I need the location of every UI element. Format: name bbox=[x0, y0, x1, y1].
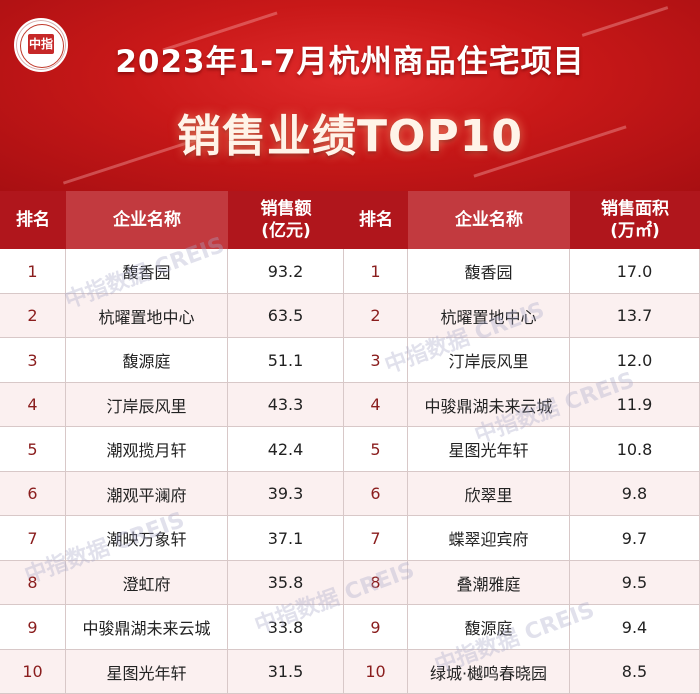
right-name-cell: 馥香园 bbox=[408, 249, 570, 293]
left-value-cell: 63.5 bbox=[228, 293, 344, 338]
china-index-academy-logo: 中指 bbox=[14, 18, 68, 72]
right-header-value-line2: (万㎡) bbox=[610, 221, 660, 241]
left-name-cell: 澄虹府 bbox=[66, 560, 228, 605]
left-name-cell: 潮观平澜府 bbox=[66, 471, 228, 516]
right-value-cell: 11.9 bbox=[570, 382, 700, 427]
right-value-cell: 12.0 bbox=[570, 338, 700, 382]
right-header-rank: 排名 bbox=[344, 191, 408, 249]
left-header-value: 销售额 (亿元) bbox=[228, 191, 344, 249]
left-rank-cell: 7 bbox=[0, 516, 66, 560]
right-rank-cell: 4 bbox=[344, 382, 408, 427]
left-value-cell: 51.1 bbox=[228, 338, 344, 382]
right-value-cell: 9.5 bbox=[570, 560, 700, 605]
logo-mark: 中指 bbox=[28, 34, 54, 54]
right-name-cell: 中骏鼎湖未来云城 bbox=[408, 382, 570, 427]
left-value-cell: 37.1 bbox=[228, 516, 344, 560]
left-name-cell: 馥香园 bbox=[66, 249, 228, 293]
right-name-cell: 星图光年轩 bbox=[408, 427, 570, 471]
right-rank-cell: 3 bbox=[344, 338, 408, 382]
table-row: 7 潮映万象轩 37.1 7 蝶翠迎宾府 9.7 bbox=[0, 516, 700, 561]
left-value-cell: 31.5 bbox=[228, 649, 344, 694]
right-rank-cell: 7 bbox=[344, 516, 408, 560]
right-name-cell: 绿城·樾鸣春晓园 bbox=[408, 649, 570, 694]
page-subtitle: 销售业绩TOP10 bbox=[177, 111, 523, 162]
left-rank-cell: 8 bbox=[0, 560, 66, 605]
table-row: 8 澄虹府 35.8 8 叠潮雅庭 9.5 bbox=[0, 560, 700, 605]
right-value-cell: 10.8 bbox=[570, 427, 700, 471]
left-value-cell: 33.8 bbox=[228, 605, 344, 649]
left-rank-cell: 2 bbox=[0, 293, 66, 338]
page-title: 2023年1-7月杭州商品住宅项目 bbox=[115, 44, 585, 80]
left-value-cell: 35.8 bbox=[228, 560, 344, 605]
left-name-cell: 星图光年轩 bbox=[66, 649, 228, 694]
table-row: 6 潮观平澜府 39.3 6 欣翠里 9.8 bbox=[0, 471, 700, 516]
right-name-cell: 汀岸辰风里 bbox=[408, 338, 570, 382]
right-name-cell: 杭曜置地中心 bbox=[408, 293, 570, 338]
table-row: 9 中骏鼎湖未来云城 33.8 9 馥源庭 9.4 bbox=[0, 605, 700, 650]
left-value-cell: 43.3 bbox=[228, 382, 344, 427]
right-name-cell: 馥源庭 bbox=[408, 605, 570, 649]
left-name-cell: 杭曜置地中心 bbox=[66, 293, 228, 338]
table-row: 2 杭曜置地中心 63.5 2 杭曜置地中心 13.7 bbox=[0, 293, 700, 338]
right-value-cell: 8.5 bbox=[570, 649, 700, 694]
table-row: 3 馥源庭 51.1 3 汀岸辰风里 12.0 bbox=[0, 338, 700, 383]
right-header-value: 销售面积 (万㎡) bbox=[570, 191, 700, 249]
left-rank-cell: 4 bbox=[0, 382, 66, 427]
right-name-cell: 欣翠里 bbox=[408, 471, 570, 516]
right-value-cell: 13.7 bbox=[570, 293, 700, 338]
left-header-name: 企业名称 bbox=[66, 191, 228, 249]
right-rank-cell: 6 bbox=[344, 471, 408, 516]
right-value-cell: 17.0 bbox=[570, 249, 700, 293]
right-rank-cell: 9 bbox=[344, 605, 408, 649]
table-row: 10 星图光年轩 31.5 10 绿城·樾鸣春晓园 8.5 bbox=[0, 649, 700, 694]
right-rank-cell: 10 bbox=[344, 649, 408, 694]
left-name-cell: 汀岸辰风里 bbox=[66, 382, 228, 427]
table-row: 5 潮观揽月轩 42.4 5 星图光年轩 10.8 bbox=[0, 427, 700, 472]
right-name-cell: 叠潮雅庭 bbox=[408, 560, 570, 605]
right-value-cell: 9.4 bbox=[570, 605, 700, 649]
right-rank-cell: 5 bbox=[344, 427, 408, 471]
left-value-cell: 42.4 bbox=[228, 427, 344, 471]
left-name-cell: 馥源庭 bbox=[66, 338, 228, 382]
right-value-cell: 9.8 bbox=[570, 471, 700, 516]
right-value-cell: 9.7 bbox=[570, 516, 700, 560]
left-value-cell: 93.2 bbox=[228, 249, 344, 293]
left-header-value-line2: (亿元) bbox=[261, 221, 311, 241]
left-value-cell: 39.3 bbox=[228, 471, 344, 516]
table-row: 1 馥香园 93.2 1 馥香园 17.0 bbox=[0, 249, 700, 294]
right-name-cell: 蝶翠迎宾府 bbox=[408, 516, 570, 560]
left-rank-cell: 3 bbox=[0, 338, 66, 382]
table-row: 4 汀岸辰风里 43.3 4 中骏鼎湖未来云城 11.9 bbox=[0, 382, 700, 427]
left-rank-cell: 9 bbox=[0, 605, 66, 649]
title-banner bbox=[0, 0, 700, 191]
left-name-cell: 潮观揽月轩 bbox=[66, 427, 228, 471]
left-header-rank: 排名 bbox=[0, 191, 66, 249]
right-rank-cell: 2 bbox=[344, 293, 408, 338]
right-rank-cell: 8 bbox=[344, 560, 408, 605]
left-rank-cell: 6 bbox=[0, 471, 66, 516]
right-header-value-line1: 销售面积 bbox=[601, 199, 669, 219]
left-name-cell: 中骏鼎湖未来云城 bbox=[66, 605, 228, 649]
left-header-value-line1: 销售额 bbox=[260, 199, 312, 219]
right-header-name: 企业名称 bbox=[408, 191, 570, 249]
left-rank-cell: 1 bbox=[0, 249, 66, 293]
left-rank-cell: 5 bbox=[0, 427, 66, 471]
right-rank-cell: 1 bbox=[344, 249, 408, 293]
left-rank-cell: 10 bbox=[0, 649, 66, 694]
left-name-cell: 潮映万象轩 bbox=[66, 516, 228, 560]
